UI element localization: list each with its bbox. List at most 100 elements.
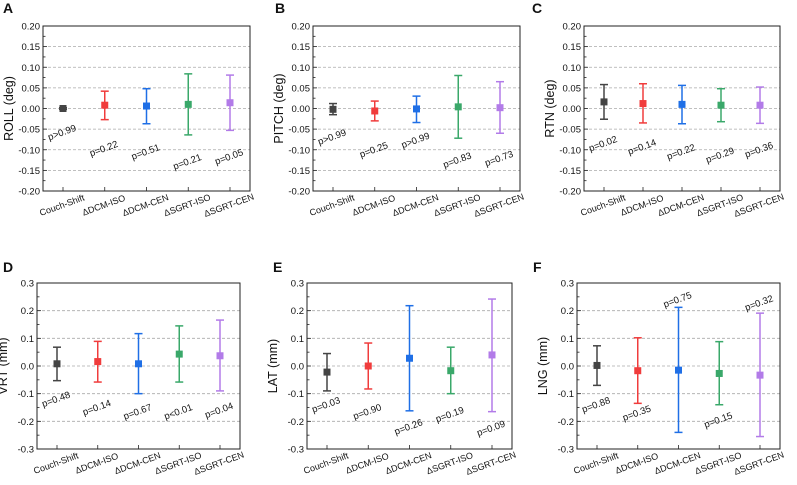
x-tick-label: Couch-Shift [579, 192, 627, 218]
y-axis-label: PITCH (deg) [272, 73, 286, 143]
p-value-label: p=0.73 [483, 149, 514, 169]
y-tick-label: -0.1 [288, 389, 304, 400]
mean-marker [216, 352, 224, 360]
y-tick-label: 0.2 [561, 306, 574, 317]
y-tick-label: 0.15 [292, 42, 311, 53]
mean-marker [364, 362, 372, 370]
mean-marker [406, 354, 413, 362]
y-tick-label: -0.20 [18, 187, 40, 198]
y-tick-label: -0.05 [288, 125, 310, 136]
p-value-label: p=0.26 [393, 417, 424, 437]
y-tick-label: 0.10 [22, 63, 41, 74]
p-value-label: p=0.22 [665, 142, 696, 162]
mean-marker [101, 101, 109, 109]
p-value-label: p=0.35 [621, 404, 652, 424]
mean-marker [94, 358, 102, 366]
panel-e: E -0.3 -0.2 -0.1 0.0 0.1 0.2 0.3 LAT (mm) Couch-S… [266, 259, 517, 477]
mean-marker [715, 369, 723, 377]
mean-marker [447, 367, 455, 375]
y-tick-label: 0.05 [22, 83, 41, 94]
mean-marker [143, 102, 150, 110]
x-tick-label: ΔSGRT-CEN [465, 450, 518, 477]
y-tick-label: -0.1 [558, 389, 574, 400]
panel-letter: F [533, 259, 542, 275]
mean-marker [135, 360, 142, 368]
y-tick-label: 0.1 [291, 334, 304, 345]
y-tick-label: 0.00 [22, 104, 41, 115]
x-tick-label: ΔDCM-CEN [384, 450, 433, 476]
mean-marker [488, 351, 496, 359]
mean-marker [639, 100, 647, 108]
x-tick-label: ΔDCM-ISO [614, 451, 660, 476]
p-value-label: p=0.14 [626, 137, 657, 157]
x-tick-label: ΔDCM-ISO [351, 193, 397, 218]
p-value-label: p=0.25 [358, 140, 389, 160]
p-value-label: p=0.36 [743, 140, 774, 160]
y-tick-label: 0.15 [22, 42, 41, 53]
panel-letter: A [3, 0, 13, 16]
p-value-label: p=0.88 [580, 395, 611, 415]
p-value-label: p=0.29 [704, 146, 735, 166]
x-tick-label: Couch-Shift [302, 450, 350, 476]
mean-marker [413, 105, 420, 113]
p-value-label: p=0.09 [475, 419, 506, 439]
y-tick-label: 0.1 [21, 334, 34, 345]
y-tick-label: 0.20 [292, 22, 311, 33]
y-tick-label: -0.15 [559, 166, 581, 177]
p-value-label: p=0.04 [203, 401, 234, 421]
x-tick-label: ΔDCM-ISO [81, 193, 127, 218]
mean-marker [593, 361, 601, 369]
mean-marker [226, 99, 234, 107]
panel-b: B -0.20 -0.15 -0.10 -0.05 0.00 0.05 0.10 0.15 0.2… [272, 0, 525, 219]
p-value-label: p=0.05 [213, 147, 244, 167]
x-tick-label: ΔDCM-ISO [344, 451, 390, 476]
y-tick-label: -0.3 [558, 445, 574, 456]
y-tick-label: -0.10 [288, 145, 310, 156]
x-tick-label: ΔDCM-ISO [74, 451, 120, 476]
p-value-label: p>0.99 [46, 123, 77, 143]
mean-marker [675, 366, 682, 374]
panel-letter: B [275, 0, 285, 16]
p-value-label: p>0.99 [400, 131, 431, 151]
y-tick-label: 0.20 [22, 22, 41, 33]
p-value-label: p=0.19 [434, 405, 465, 425]
y-tick-label: 0.05 [563, 83, 582, 94]
panel-letter: E [273, 259, 282, 275]
y-tick-label: -0.10 [18, 145, 40, 156]
y-tick-label: 0.3 [21, 279, 34, 290]
y-tick-label: 0.10 [292, 63, 311, 74]
y-tick-label: 0.0 [291, 362, 304, 373]
y-tick-label: 0.10 [563, 63, 582, 74]
y-tick-label: -0.10 [559, 145, 581, 156]
x-tick-label: ΔSGRT-CEN [473, 192, 526, 219]
p-value-label: p=0.90 [352, 402, 383, 422]
mean-marker [53, 360, 61, 368]
y-axis-label: ROLL (deg) [2, 76, 16, 141]
x-tick-label: ΔDCM-CEN [121, 192, 170, 218]
y-tick-label: -0.2 [558, 417, 574, 428]
x-tick-label: ΔSGRT-CEN [203, 192, 256, 219]
y-tick-label: -0.2 [18, 417, 34, 428]
y-tick-label: -0.15 [288, 166, 310, 177]
panel-f: F -0.3 -0.2 -0.1 0.0 0.1 0.2 0.3 LNG (mm) Couch-S… [533, 259, 785, 477]
panel-a: A -0.20 -0.15 -0.10 -0.05 0.00 0.05 0.10 0.15 0.2… [2, 0, 255, 219]
y-tick-label: 0.20 [563, 22, 582, 33]
y-tick-label: 0.15 [563, 42, 582, 53]
mean-marker [175, 350, 183, 358]
y-tick-label: -0.3 [288, 445, 304, 456]
mean-marker [756, 371, 764, 379]
x-tick-label: ΔDCM-CEN [391, 192, 440, 218]
p-value-label: p=0.15 [703, 410, 734, 430]
y-tick-label: -0.20 [559, 187, 581, 198]
p-value-label: p=0.21 [172, 152, 203, 172]
panel-letter: C [532, 0, 542, 16]
mean-marker [600, 98, 608, 106]
y-tick-label: 0.3 [291, 279, 304, 290]
y-tick-label: -0.2 [288, 417, 304, 428]
mean-marker [678, 100, 686, 108]
x-tick-label: Couch-Shift [32, 450, 80, 476]
y-tick-label: 0.0 [561, 362, 574, 373]
y-tick-label: 0.1 [561, 334, 574, 345]
p-value-label: p=0.67 [122, 402, 153, 422]
